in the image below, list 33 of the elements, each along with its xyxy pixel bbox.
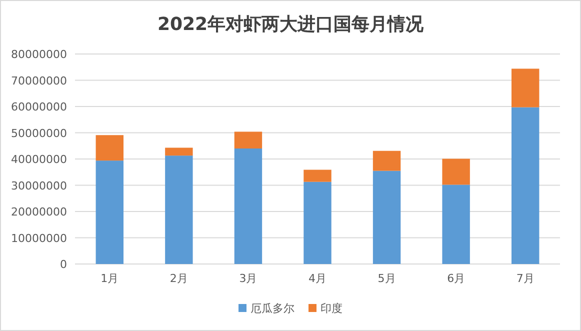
chart-title: 2022年对虾两大进口国每月情况: [157, 14, 425, 35]
y-tick-label: 50000000: [11, 126, 67, 140]
x-tick-label: 1月: [100, 272, 119, 285]
bar: [512, 68, 540, 108]
x-tick-label: 6月: [447, 272, 466, 285]
legend-label: 厄瓜多尔: [250, 302, 294, 315]
bar: [234, 132, 262, 148]
bar: [442, 158, 470, 185]
y-tick-label: 80000000: [11, 48, 67, 61]
bar: [372, 170, 401, 264]
bar: [512, 107, 540, 264]
bar: [442, 184, 470, 264]
bar: [165, 148, 193, 156]
bar: [234, 148, 262, 264]
bar: [165, 156, 193, 264]
x-tick-label: 4月: [308, 272, 326, 285]
y-tick-label: 40000000: [11, 153, 67, 166]
y-tick-label: 10000000: [11, 232, 67, 245]
bar: [96, 135, 124, 161]
x-tick-label: 7月: [516, 272, 534, 285]
y-tick-label: 20000000: [11, 206, 67, 218]
bar: [96, 160, 124, 264]
legend-label: 印度: [320, 302, 342, 315]
y-tick-label: 30000000: [11, 179, 67, 192]
x-tick-label: 5月: [378, 272, 396, 285]
bar: [304, 170, 332, 182]
y-tick-label: 0: [60, 258, 67, 271]
bar: [304, 182, 332, 264]
x-tick-label: 2月: [170, 272, 188, 285]
bar: [372, 150, 401, 171]
y-tick-label: 60000000: [11, 100, 67, 114]
y-tick-label: 70000000: [11, 74, 67, 88]
x-tick-label: 3月: [239, 272, 258, 285]
